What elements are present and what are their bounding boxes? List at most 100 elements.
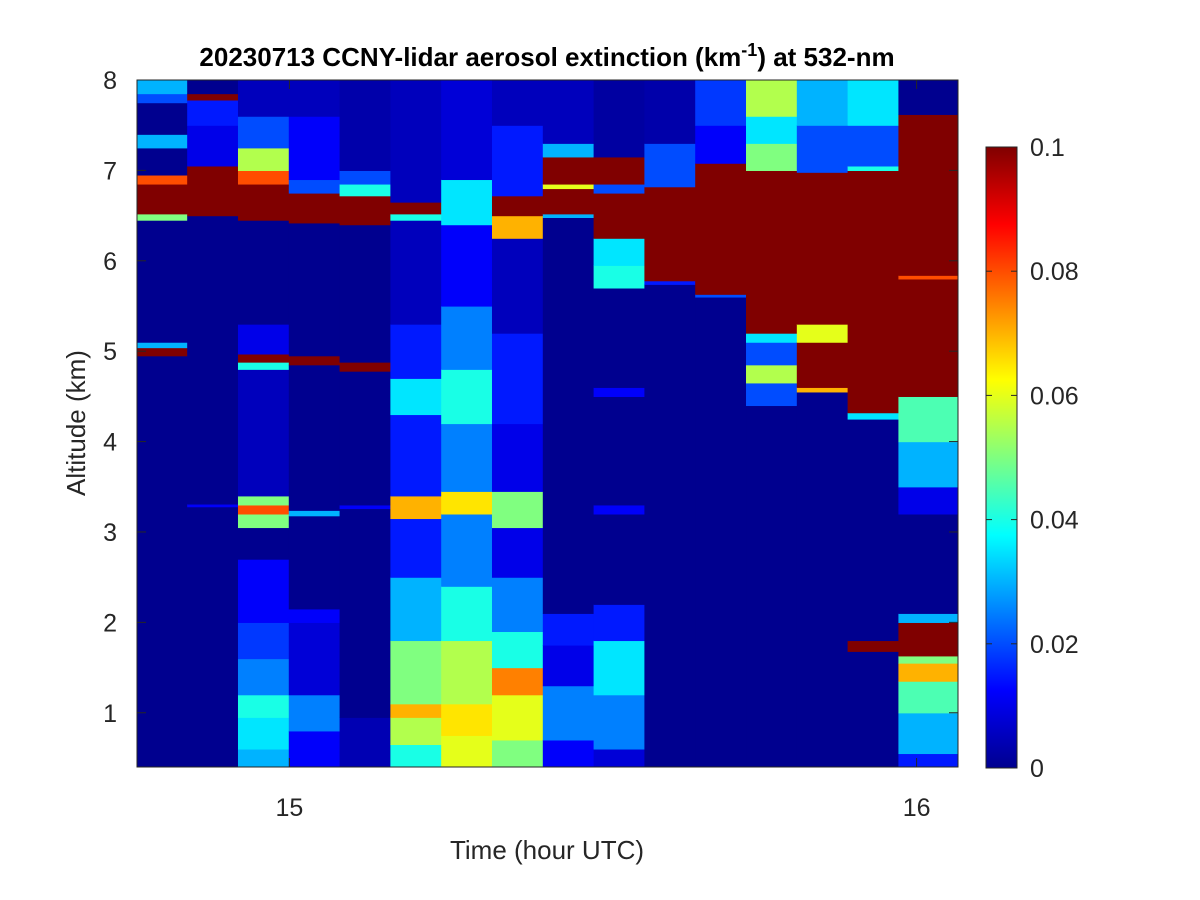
heatmap-cell-12-0	[746, 405, 798, 767]
heatmap-cell-15-0	[898, 753, 958, 767]
heatmap-cell-4-0	[339, 717, 391, 767]
y-tick-label: 2	[103, 609, 117, 637]
heatmap-cell-13-2	[796, 342, 849, 388]
heatmap-cell-13-1	[796, 387, 849, 393]
heatmap-cell-5-9	[390, 324, 442, 379]
heatmap-cell-15-9	[898, 441, 958, 488]
heatmap-cell-3-9	[288, 192, 341, 224]
heatmap-cell-11-0	[695, 296, 747, 767]
x-tick-label: 15	[276, 794, 304, 822]
heatmap-cell-7-8	[491, 333, 544, 425]
heatmap-cell-6-5	[441, 491, 493, 515]
heatmap-cell-13-6	[796, 80, 849, 126]
heatmap-cell-9-8	[593, 287, 645, 388]
heatmap-cell-12-6	[746, 143, 798, 171]
heatmap-cell-2-7	[237, 513, 290, 529]
heatmap-cell-4-8	[339, 170, 391, 185]
heatmap-cell-8-6	[542, 188, 595, 215]
heatmap-cell-5-1	[390, 717, 442, 745]
heatmap-cell-15-4	[898, 655, 958, 664]
heatmap-cell-2-4	[237, 622, 290, 660]
heatmap-cell-5-7	[390, 414, 442, 497]
heatmap-cell-7-11	[491, 195, 544, 217]
heatmap-cell-5-3	[390, 640, 442, 705]
heatmap-cell-8-8	[542, 156, 595, 185]
heatmap-cell-14-0	[847, 651, 900, 767]
heatmap-cell-9-1	[593, 694, 645, 750]
heatmap-cell-2-10	[237, 369, 290, 497]
heatmap-cell-12-8	[746, 80, 798, 117]
heatmap-cell-0-6	[137, 174, 188, 185]
heatmap-cell-0-0	[137, 355, 188, 767]
y-axis: 1 2 3 4 5 6 7 8	[103, 67, 958, 728]
heatmap-cell-6-10	[441, 179, 493, 226]
heatmap-cell-4-5	[339, 224, 391, 363]
y-tick-label: 4	[103, 429, 117, 457]
colorbar-tick-label: 0.02	[1030, 631, 1079, 659]
heatmap-cell-6-9	[441, 224, 493, 307]
heatmap-cell-2-18	[237, 116, 290, 149]
heatmap-cell-3-6	[288, 364, 341, 511]
heatmap-cell-9-12	[593, 183, 645, 194]
y-tick-label: 5	[103, 338, 117, 366]
heatmap-cell-14-7	[847, 80, 900, 126]
heatmap-cell-3-3	[288, 608, 341, 623]
heatmap-cell-6-7	[441, 369, 493, 425]
heatmap-cell-5-2	[390, 703, 442, 718]
heatmap-cell-0-10	[137, 93, 188, 104]
heatmap-cell-2-5	[237, 559, 290, 623]
heatmap-cell-9-14	[593, 80, 645, 158]
heatmap-cell-15-7	[898, 513, 958, 614]
heatmap-cell-8-0	[542, 739, 595, 767]
colorbar-tick-label: 0.06	[1030, 382, 1079, 410]
heatmap-cell-1-1	[187, 503, 239, 508]
title-superscript: -1	[741, 40, 757, 60]
heatmap-cell-5-12	[390, 202, 442, 215]
heatmap-cell-12-4	[746, 333, 798, 343]
heatmap-cell-14-5	[847, 165, 900, 171]
heatmap-cell-10-2	[644, 186, 696, 282]
heatmap-cell-7-13	[491, 80, 544, 126]
heatmap-cell-6-0	[441, 735, 493, 767]
heatmap-cell-12-7	[746, 116, 798, 144]
heatmap-cell-2-19	[237, 80, 290, 117]
heatmap-cell-2-13	[237, 324, 290, 355]
y-tick-label: 8	[103, 67, 117, 95]
heatmap-cell-3-5	[288, 510, 341, 517]
x-axis: 15 16	[276, 80, 931, 822]
heatmap-cell-3-12	[288, 80, 341, 117]
heatmap-cell-15-6	[898, 613, 958, 623]
heatmap-cell-15-1	[898, 712, 958, 755]
heatmap-cell-3-7	[288, 355, 341, 366]
heatmap-cell-8-1	[542, 685, 595, 741]
heatmap-cell-2-16	[237, 170, 290, 185]
heatmap-cell-10-4	[644, 80, 696, 144]
heatmap-cell-15-13	[898, 114, 958, 276]
heatmap-cell-8-10	[542, 80, 595, 144]
heatmap-cell-2-1	[237, 717, 290, 750]
heatmap-cell-5-6	[390, 495, 442, 520]
heatmap-cell-3-8	[288, 222, 341, 357]
heatmap-cell-6-2	[441, 640, 493, 705]
heatmap-cell-1-4	[187, 125, 239, 167]
heatmap-cell-3-0	[288, 730, 341, 767]
heatmap-cell-15-8	[898, 486, 958, 515]
heatmap-cell-4-4	[339, 362, 391, 372]
heatmap-cell-7-0	[491, 739, 544, 767]
heatmap-cell-15-14	[898, 80, 958, 115]
heatmap-cell-8-2	[542, 644, 595, 687]
heatmap-cell-8-9	[542, 143, 595, 158]
heatmap-cell-3-11	[288, 116, 341, 181]
heatmap-cell-3-4	[288, 515, 341, 610]
heatmap-cell-2-15	[237, 183, 290, 221]
heatmap-cell-0-3	[137, 220, 188, 343]
heatmap-cell-2-6	[237, 527, 290, 560]
heatmap-cell-9-0	[593, 748, 645, 767]
heatmap-cell-1-0	[187, 506, 239, 767]
heatmap-cell-5-5	[390, 518, 442, 578]
heatmap-cell-1-2	[187, 215, 239, 505]
heatmap-cell-9-13	[593, 156, 645, 185]
heatmap-cell-11-3	[695, 125, 747, 164]
heatmap-cell-14-4	[847, 170, 900, 414]
y-tick-label: 6	[103, 248, 117, 276]
